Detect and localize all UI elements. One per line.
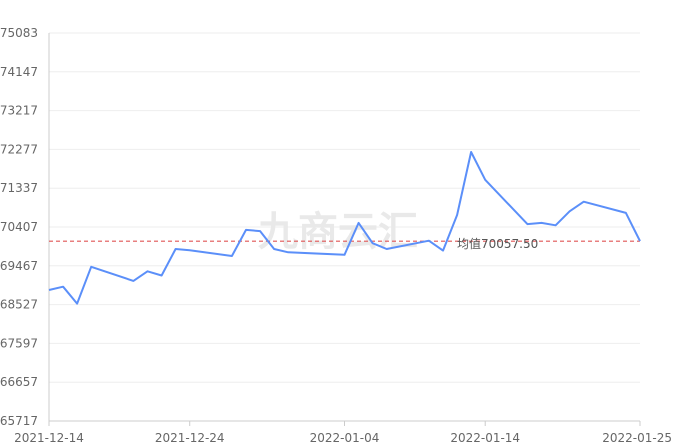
y-tick-label: 71337: [0, 181, 38, 195]
y-tick-label: 75083: [0, 26, 38, 40]
grid-lines: [49, 32, 640, 383]
y-tick-label: 70407: [0, 220, 38, 234]
x-tick-label: 2021-12-14: [14, 431, 84, 445]
x-tick-label: 2022-01-25: [602, 431, 672, 445]
series-line: [48, 151, 641, 305]
x-tick-label: 2022-01-04: [310, 431, 380, 445]
average-line-group: 均值70057.50: [49, 236, 640, 251]
average-label: 均值70057.50: [457, 236, 538, 251]
y-tick-label: 74147: [0, 65, 38, 79]
y-tick-label: 68527: [0, 298, 38, 312]
x-tick-labels: 2021-12-14 2021-12-24 2022-01-04 2022-01-14…: [14, 421, 672, 445]
y-tick-label: 72277: [0, 142, 38, 156]
x-tick-label: 2021-12-24: [155, 431, 225, 445]
y-tick-label: 69467: [0, 259, 38, 273]
y-tick-label: 66657: [0, 375, 38, 389]
series-group: [48, 151, 641, 305]
x-tick-label: 2022-01-14: [450, 431, 520, 445]
y-tick-label: 65717: [0, 414, 38, 428]
y-tick-label: 67597: [0, 336, 38, 350]
y-tick-label: 73217: [0, 104, 38, 118]
y-tick-labels: 75083 74147 73217 72277 71337 70407 69467 68527…: [0, 26, 38, 428]
